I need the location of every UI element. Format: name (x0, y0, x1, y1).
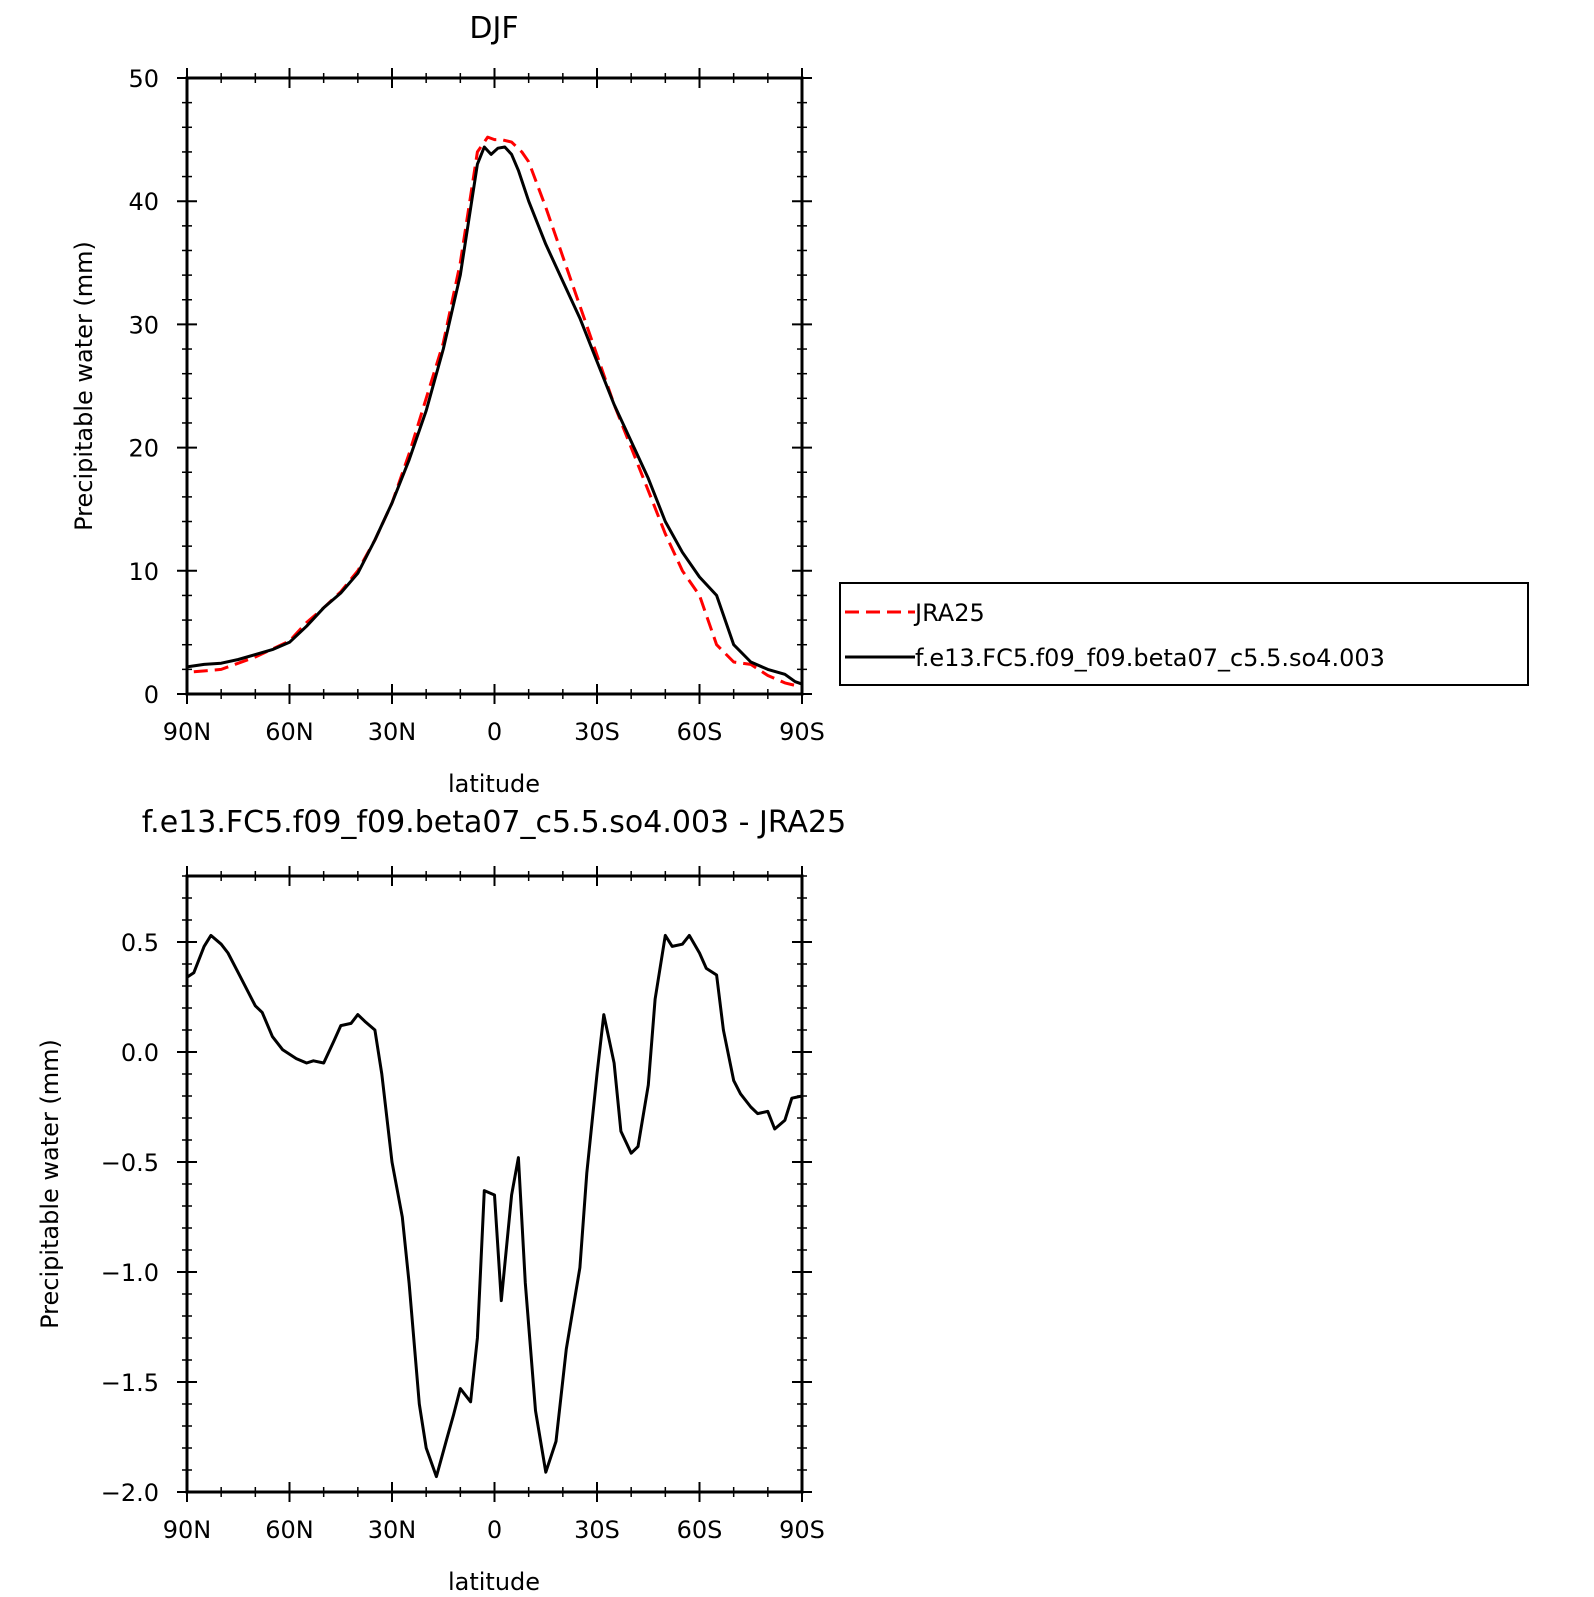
x-tick-label: 60S (677, 718, 723, 746)
legend-box (839, 582, 1529, 686)
y-tick-label: 30 (128, 311, 159, 339)
y-tick-label: 0.5 (121, 929, 159, 957)
x-tick-label: 30S (574, 718, 620, 746)
x-tick-label: 90S (779, 1516, 825, 1544)
y-tick-label: 0 (144, 681, 159, 709)
top-panel-series (186, 135, 803, 687)
x-tick-label: 0 (487, 718, 502, 746)
y-tick-label: −0.5 (101, 1149, 159, 1177)
legend-label-jra25: JRA25 (913, 599, 985, 627)
series-line-difference (186, 933, 803, 1479)
top-panel-y-tick-labels: 0 10 20 30 40 50 (128, 65, 159, 709)
legend-label-model: f.e13.FC5.f09_f09.beta07_c5.5.so4.003 (915, 644, 1385, 672)
bottom-panel-x-axis-title: latitude (448, 1568, 540, 1596)
y-tick-label: 40 (128, 188, 159, 216)
x-tick-label: 90N (163, 1516, 212, 1544)
x-tick-label: 0 (487, 1516, 502, 1544)
series-line-model (186, 145, 803, 686)
y-tick-label: 50 (128, 65, 159, 93)
y-tick-label: −1.0 (101, 1259, 159, 1287)
bottom-panel-ticks (177, 866, 812, 1502)
x-tick-label: 60N (265, 718, 314, 746)
y-tick-label: 0.0 (121, 1039, 159, 1067)
x-tick-label: 60S (677, 1516, 723, 1544)
top-panel-frame (185, 76, 804, 696)
y-tick-label: 10 (128, 558, 159, 586)
bottom-panel-x-tick-labels: 90N 60N 30N 0 30S 60S 90S (163, 1516, 825, 1544)
top-panel-x-axis-title: latitude (448, 770, 540, 798)
top-panel-title: DJF (469, 11, 518, 46)
bottom-panel-title: f.e13.FC5.f09_f09.beta07_c5.5.so4.003 - … (142, 805, 846, 840)
y-tick-label: −1.5 (101, 1369, 159, 1397)
top-panel: DJF 90N 60N 30N 0 30S 60S 90S 0 10 20 30 40 50 lati… (70, 11, 825, 798)
series-line-jra25 (193, 135, 802, 687)
x-tick-label: 60N (265, 1516, 314, 1544)
top-panel-x-tick-labels: 90N 60N 30N 0 30S 60S 90S (163, 718, 825, 746)
bottom-panel-y-axis-title: Precipitable water (mm) (36, 1039, 64, 1329)
top-panel-y-axis-title: Precipitable water (mm) (70, 241, 98, 531)
y-tick-label: −2.0 (101, 1479, 159, 1507)
bottom-panel: f.e13.FC5.f09_f09.beta07_c5.5.so4.003 - … (36, 805, 846, 1596)
top-panel-ticks (177, 68, 812, 704)
bottom-panel-y-tick-labels: 0.5 0.0 −0.5 −1.0 −1.5 −2.0 (101, 929, 159, 1507)
x-tick-label: 90N (163, 718, 212, 746)
x-tick-label: 90S (779, 718, 825, 746)
x-tick-label: 30S (574, 1516, 620, 1544)
legend: JRA25 f.e13.FC5.f09_f09.beta07_c5.5.so4.… (839, 582, 1529, 686)
x-tick-label: 30N (368, 718, 417, 746)
x-tick-label: 30N (368, 1516, 417, 1544)
y-tick-label: 20 (128, 435, 159, 463)
bottom-panel-frame (185, 874, 804, 1494)
bottom-panel-series (186, 933, 803, 1479)
